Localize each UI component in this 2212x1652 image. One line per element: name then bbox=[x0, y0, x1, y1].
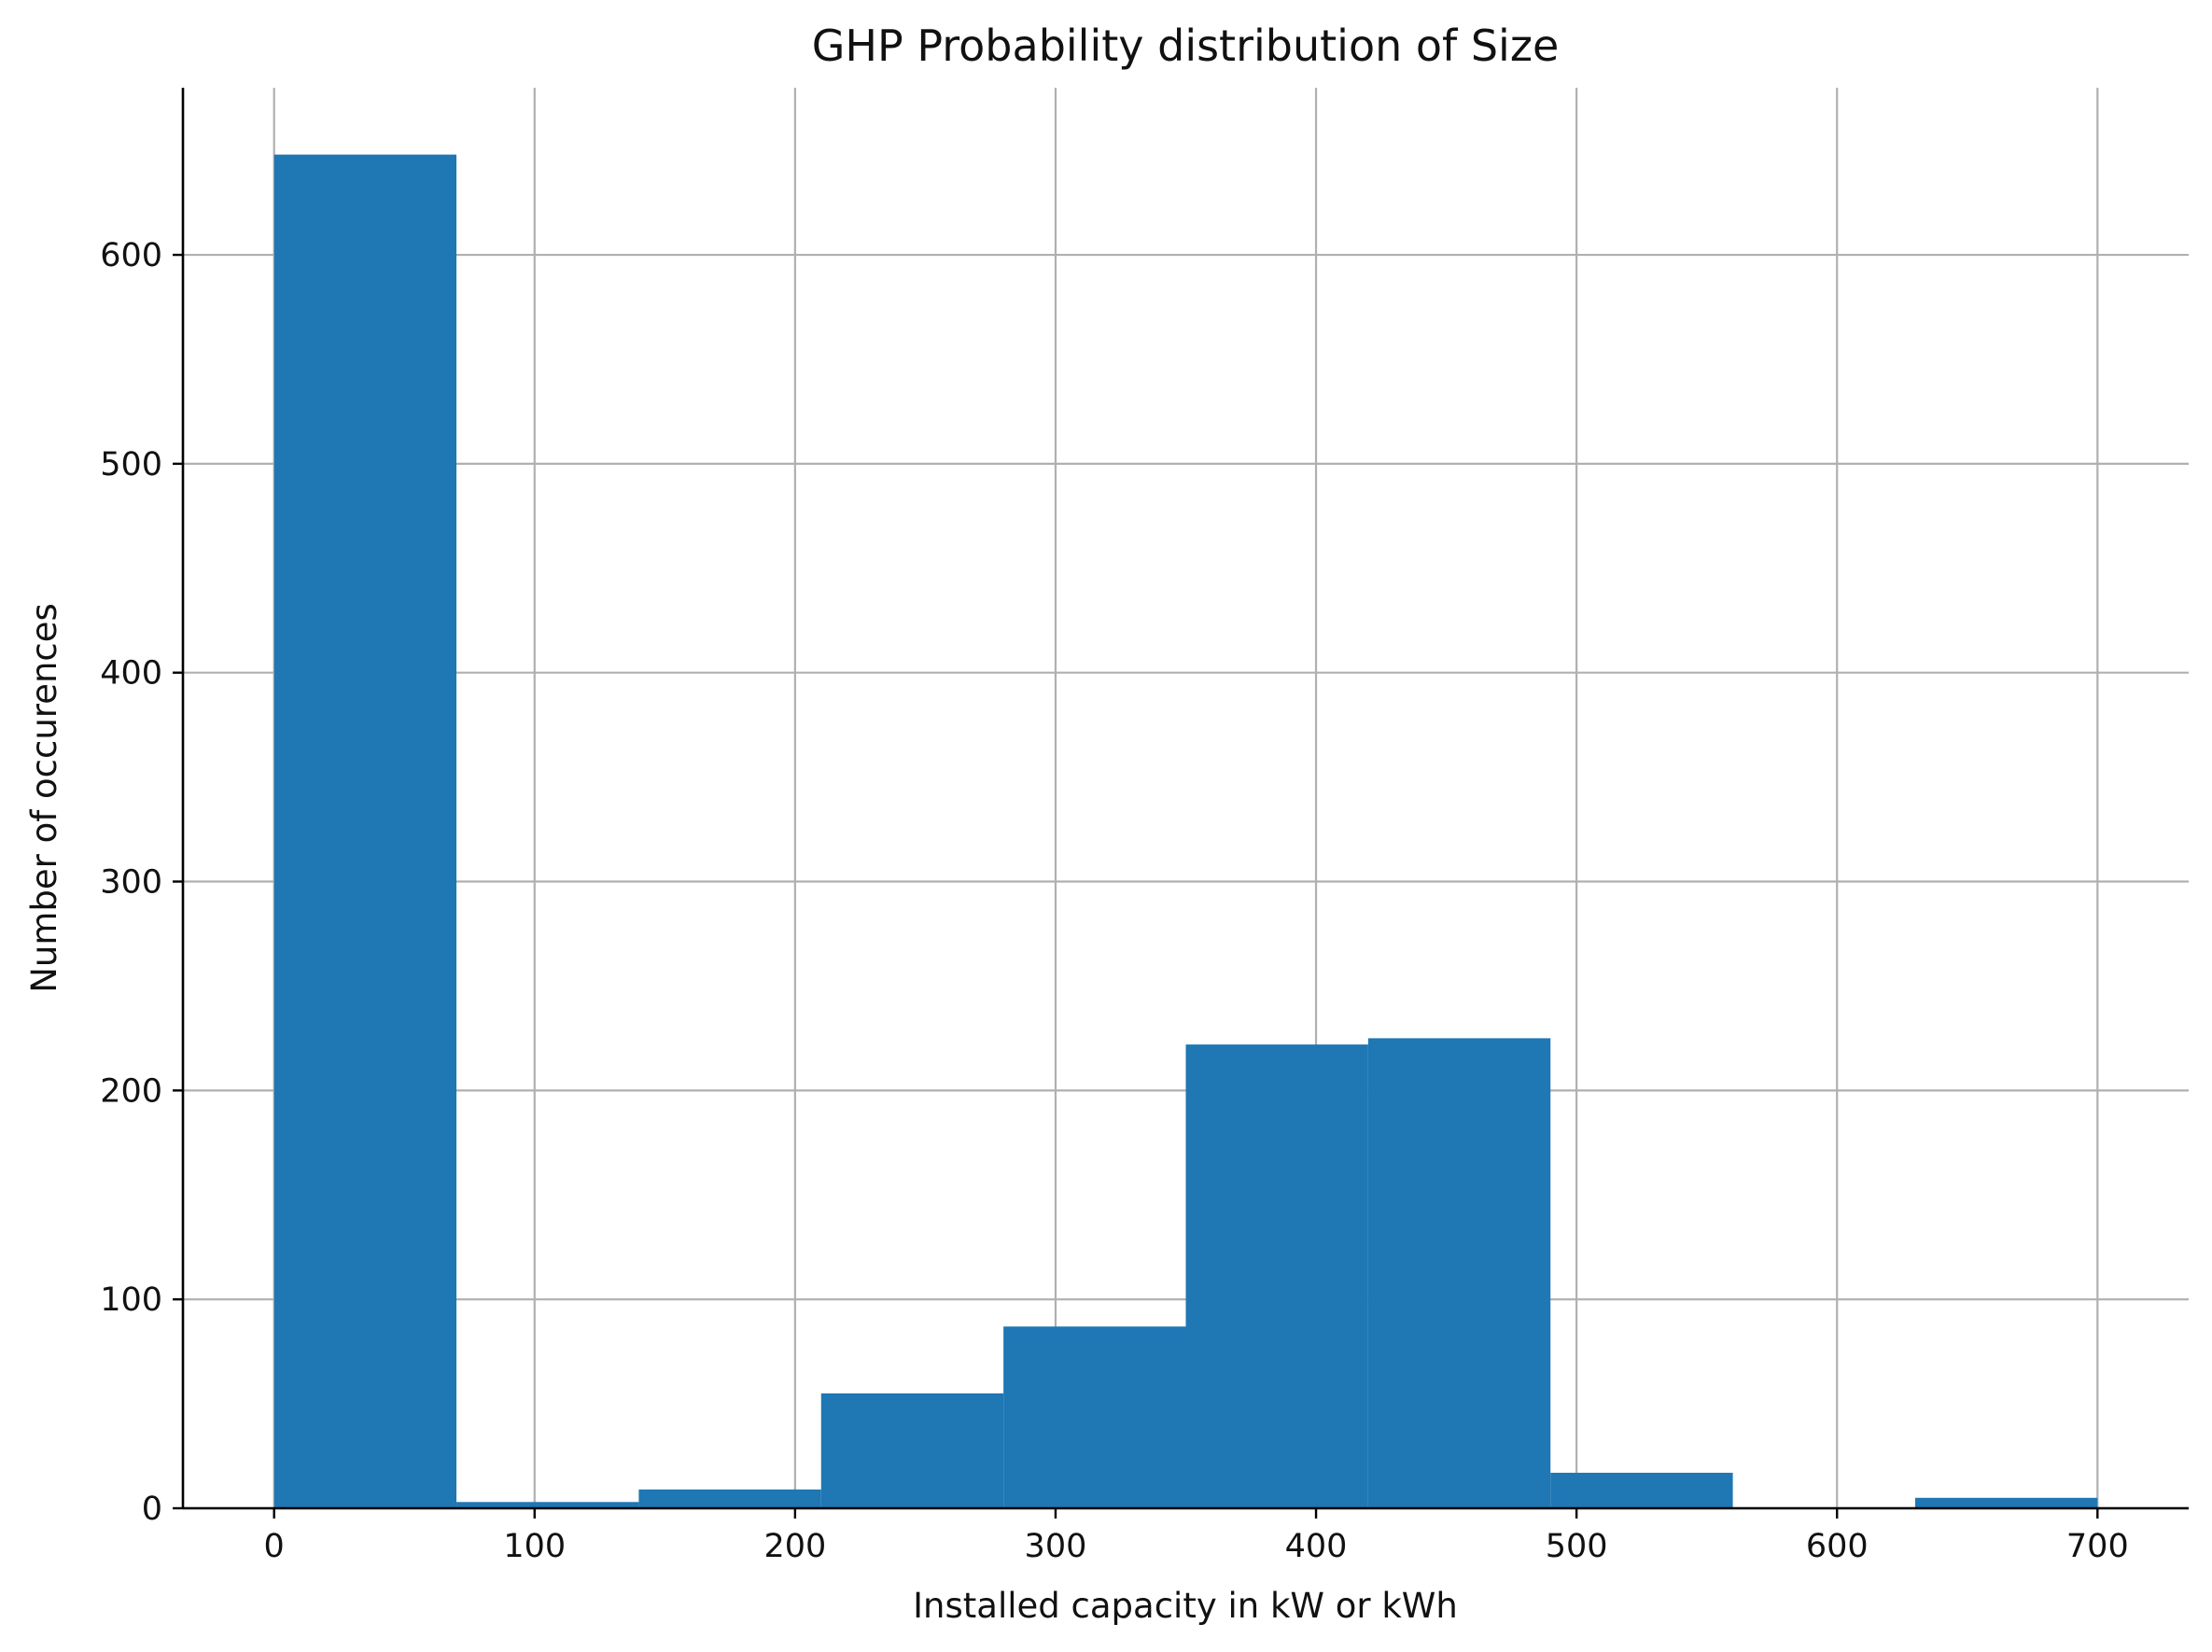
x-tick-label: 500 bbox=[1546, 1528, 1608, 1565]
y-tick-label: 400 bbox=[100, 655, 162, 693]
x-tick-label: 400 bbox=[1285, 1528, 1348, 1565]
histogram-bars bbox=[273, 154, 2098, 1508]
x-tick-label: 100 bbox=[503, 1528, 566, 1565]
chart-title: GHP Probability distribution of Size bbox=[812, 21, 1560, 71]
y-axis-label: Number of occurences bbox=[24, 603, 64, 993]
axes bbox=[181, 88, 2189, 1510]
y-tick-label: 300 bbox=[100, 864, 162, 902]
histogram-bar bbox=[456, 1502, 639, 1508]
histogram-bar bbox=[638, 1489, 821, 1508]
histogram-bar bbox=[1003, 1326, 1186, 1508]
histogram-bar bbox=[273, 154, 457, 1508]
y-tick-label: 200 bbox=[100, 1072, 162, 1110]
histogram-bar bbox=[1367, 1038, 1551, 1508]
y-tick-label: 100 bbox=[100, 1281, 162, 1319]
y-axis-ticks: 0 100 200 300 400 500 600 bbox=[100, 237, 183, 1528]
x-axis-label: Installed capacity in kW or kWh bbox=[913, 1586, 1458, 1626]
y-tick-label: 500 bbox=[100, 446, 162, 483]
histogram-bar bbox=[820, 1393, 1004, 1508]
y-tick-label: 0 bbox=[142, 1491, 162, 1528]
histogram-bar bbox=[1550, 1472, 1733, 1508]
x-tick-label: 0 bbox=[264, 1528, 285, 1565]
x-tick-label: 700 bbox=[2066, 1528, 2129, 1565]
x-tick-label: 600 bbox=[1806, 1528, 1869, 1565]
y-tick-label: 600 bbox=[100, 237, 162, 274]
x-axis-ticks: 0 100 200 300 400 500 600 700 bbox=[264, 1508, 2129, 1565]
x-tick-label: 200 bbox=[763, 1528, 826, 1565]
histogram-bar bbox=[1914, 1497, 2098, 1508]
x-tick-label: 300 bbox=[1025, 1528, 1087, 1565]
histogram-bar bbox=[1185, 1044, 1368, 1508]
grid-lines bbox=[183, 88, 2189, 1510]
